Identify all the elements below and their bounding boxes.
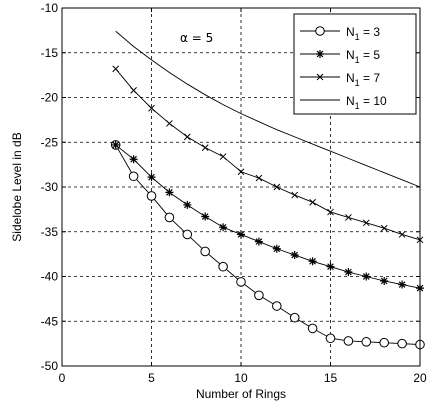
series-group — [110, 30, 425, 350]
legend-label-0: N1 = 3 — [346, 25, 380, 42]
data-point-0-8 — [254, 290, 264, 301]
data-point-0-7 — [236, 277, 246, 287]
y-tick-label-4: -30 — [41, 180, 59, 194]
legend-label-1: N1 = 5 — [346, 48, 380, 65]
data-point-1-15 — [380, 276, 389, 285]
data-point-1-16 — [398, 280, 407, 289]
data-point-2-10 — [291, 191, 299, 199]
x-axis-label: Number of Rings — [196, 387, 286, 401]
y-axis-label: Sidelobe Level in dB — [10, 132, 24, 241]
data-point-0-1 — [128, 171, 139, 182]
data-point-0-6 — [218, 261, 228, 272]
data-point-2-7 — [237, 168, 245, 176]
y-tick-label-8: -10 — [41, 1, 59, 15]
data-point-2-13 — [345, 214, 352, 221]
y-tick-label-3: -35 — [41, 225, 59, 239]
data-point-2-6 — [219, 153, 227, 160]
annotation-alpha: α = 5 — [180, 31, 213, 45]
data-point-1-6 — [219, 223, 228, 232]
x-tick-label-3: 15 — [324, 371, 338, 385]
data-point-1-1 — [129, 155, 138, 164]
data-point-2-0 — [112, 65, 120, 73]
data-point-0-11 — [307, 323, 318, 334]
data-point-1-12 — [326, 262, 335, 271]
x-tick-label-0: 0 — [59, 371, 66, 385]
data-point-0-12 — [325, 333, 336, 344]
data-point-1-5 — [201, 212, 210, 221]
legend: N1 = 3 N1 = 5 N1 = 7 N1 = 10 — [293, 13, 417, 115]
data-point-0-16 — [397, 338, 407, 349]
series-1 — [111, 140, 424, 293]
data-point-2-4 — [183, 133, 191, 141]
legend-entry-1: N1 = 5 — [300, 48, 380, 65]
ticks: 0 5 10 15 20 -50 -45 -40 -35 -30 -25 -20 -15 -10 — [41, 1, 427, 385]
legend-entry-0: N1 = 3 — [300, 25, 380, 42]
data-point-1-11 — [308, 257, 317, 266]
y-tick-label-0: -50 — [41, 359, 59, 373]
y-tick-label-5: -25 — [41, 135, 59, 149]
data-point-1-7 — [237, 230, 245, 239]
x-tick-label-4: 20 — [413, 371, 427, 385]
data-point-1-10 — [290, 251, 299, 260]
x-tick-label-1: 5 — [148, 371, 155, 385]
data-point-2-9 — [273, 183, 281, 191]
data-point-2-11 — [309, 198, 316, 206]
legend-marker-1 — [316, 50, 324, 58]
series-3 — [115, 30, 421, 188]
y-tick-label-6: -20 — [41, 91, 59, 105]
y-tick-label-1: -45 — [41, 314, 59, 328]
data-point-0-4 — [182, 229, 193, 240]
data-point-0-13 — [343, 336, 354, 346]
series-line-3 — [115, 30, 421, 188]
data-point-2-12 — [327, 208, 334, 216]
data-point-2-14 — [362, 219, 370, 227]
data-point-2-2 — [148, 104, 155, 112]
data-point-2-16 — [398, 231, 406, 238]
legend-label-2: N1 = 7 — [346, 71, 380, 88]
legend-entry-3: N1 = 10 — [300, 94, 387, 111]
legend-marker-0 — [315, 26, 325, 36]
data-point-0-5 — [200, 246, 210, 257]
data-point-1-9 — [272, 244, 281, 253]
data-point-1-0 — [111, 140, 120, 149]
data-point-2-15 — [380, 224, 388, 232]
data-point-1-2 — [147, 173, 156, 182]
data-point-1-3 — [165, 188, 174, 197]
data-point-0-15 — [379, 337, 390, 348]
data-point-0-2 — [146, 191, 157, 201]
data-point-2-5 — [201, 144, 209, 151]
data-point-1-14 — [362, 272, 371, 281]
data-point-2-8 — [255, 174, 263, 182]
data-point-1-4 — [183, 200, 192, 209]
y-tick-label-2: -40 — [41, 270, 59, 284]
data-point-1-13 — [344, 268, 353, 277]
data-point-1-8 — [254, 237, 263, 246]
y-tick-label-7: -15 — [41, 46, 59, 60]
legend-entry-2: N1 = 7 — [300, 71, 380, 88]
data-point-2-3 — [166, 120, 173, 127]
data-point-0-14 — [361, 337, 372, 347]
data-point-2-1 — [130, 86, 137, 94]
legend-marker-2 — [316, 73, 324, 81]
data-point-0-10 — [289, 312, 300, 323]
x-tick-label-2: 10 — [234, 371, 248, 385]
data-point-0-3 — [164, 212, 175, 223]
legend-label-3: N1 = 10 — [346, 94, 387, 111]
data-point-0-9 — [272, 301, 282, 311]
